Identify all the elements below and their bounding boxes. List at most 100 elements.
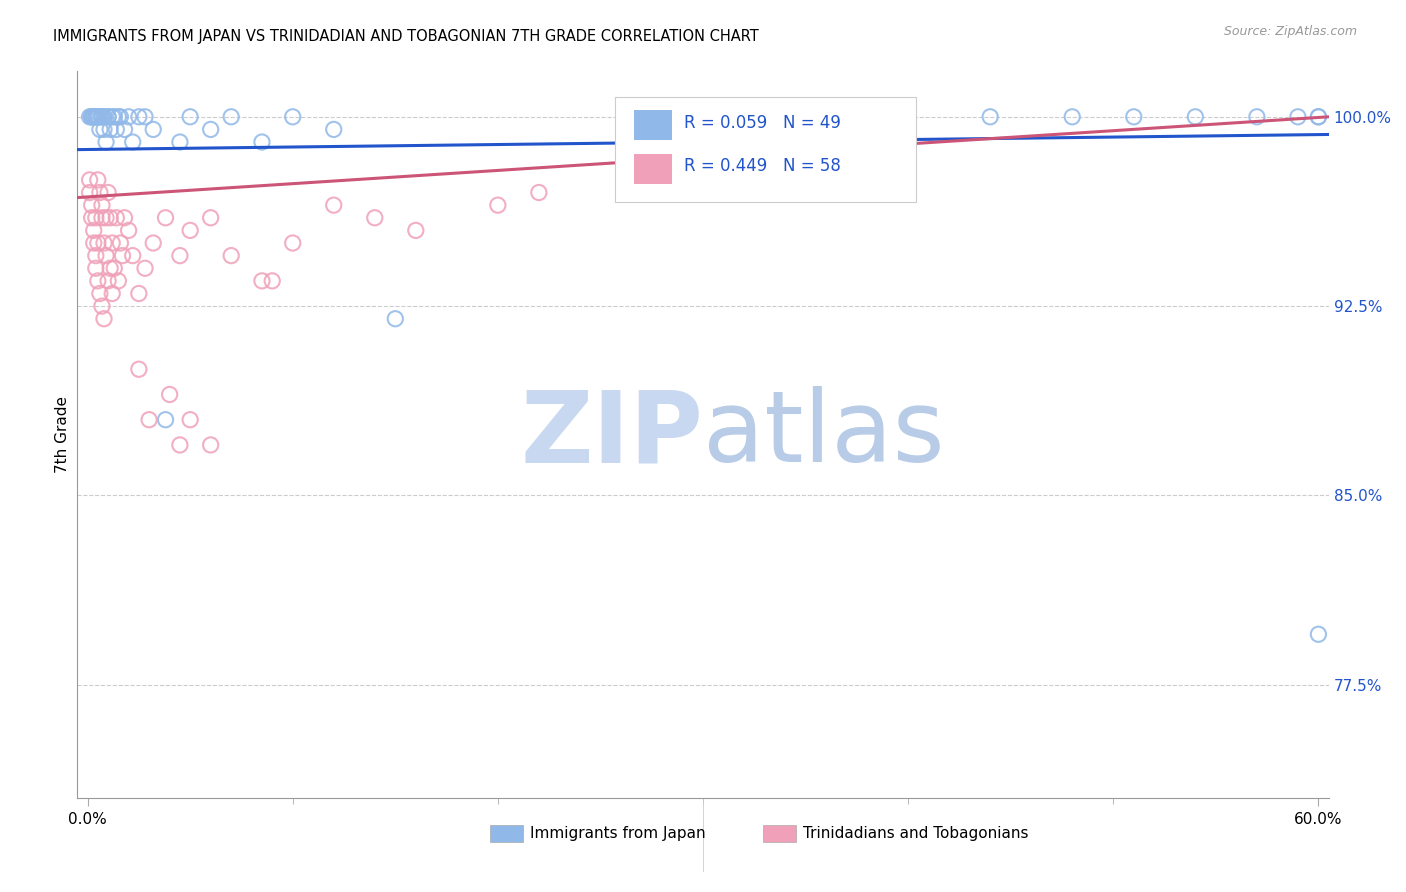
Point	[93, 235, 115, 250]
Point	[91, 110, 114, 124]
Point	[856, 186, 879, 200]
Point	[91, 299, 114, 313]
Bar	[634, 153, 672, 184]
Point	[107, 274, 129, 288]
Point	[87, 110, 110, 124]
Text: ZIP: ZIP	[520, 386, 703, 483]
Point	[384, 311, 406, 326]
Point	[93, 110, 115, 124]
Point	[1308, 110, 1330, 124]
Point	[200, 122, 222, 136]
Point	[200, 438, 222, 452]
Point	[93, 311, 115, 326]
Point	[97, 110, 120, 124]
Point	[1122, 110, 1144, 124]
Point	[364, 211, 387, 225]
Point	[97, 186, 120, 200]
Point	[169, 135, 191, 149]
Point	[93, 122, 115, 136]
Point	[322, 198, 344, 212]
Point	[94, 211, 117, 225]
Y-axis label: 7th Grade: 7th Grade	[55, 396, 70, 474]
Point	[98, 122, 121, 136]
Point	[169, 438, 191, 452]
Point	[128, 110, 150, 124]
Point	[80, 198, 103, 212]
Point	[1184, 110, 1206, 124]
Point	[134, 110, 156, 124]
Point	[128, 362, 150, 376]
Point	[155, 211, 177, 225]
Point	[87, 235, 110, 250]
Point	[97, 274, 120, 288]
Point	[114, 211, 136, 225]
Point	[79, 186, 101, 200]
Point	[89, 110, 111, 124]
Point	[91, 198, 114, 212]
Point	[159, 387, 181, 401]
Point	[83, 223, 105, 237]
Point	[405, 223, 427, 237]
Point	[142, 122, 165, 136]
Point	[87, 173, 110, 187]
Point	[219, 249, 242, 263]
Point	[1062, 110, 1084, 124]
Point	[486, 198, 509, 212]
Point	[219, 110, 242, 124]
Point	[84, 249, 107, 263]
Point	[103, 110, 125, 124]
Point	[80, 211, 103, 225]
Point	[114, 122, 136, 136]
Point	[101, 286, 124, 301]
Text: Trinidadians and Tobagonians: Trinidadians and Tobagonians	[803, 826, 1029, 841]
Point	[121, 249, 143, 263]
Text: atlas: atlas	[703, 386, 945, 483]
Text: Immigrants from Japan: Immigrants from Japan	[530, 826, 706, 841]
Point	[83, 110, 105, 124]
Point	[179, 223, 201, 237]
Point	[97, 110, 120, 124]
Point	[155, 413, 177, 427]
Point	[103, 261, 125, 276]
Point	[79, 173, 101, 187]
Bar	[491, 824, 523, 842]
Point	[89, 122, 111, 136]
Point	[83, 110, 105, 124]
Point	[200, 211, 222, 225]
Point	[262, 274, 284, 288]
FancyBboxPatch shape	[616, 97, 915, 202]
Point	[121, 135, 143, 149]
Point	[84, 211, 107, 225]
Point	[84, 110, 107, 124]
Point	[1308, 110, 1330, 124]
Point	[138, 413, 160, 427]
Point	[105, 122, 128, 136]
Point	[117, 110, 139, 124]
Point	[134, 261, 156, 276]
Point	[89, 286, 111, 301]
Point	[91, 211, 114, 225]
Point	[101, 235, 124, 250]
Point	[169, 249, 191, 263]
Point	[179, 110, 201, 124]
Bar	[763, 824, 796, 842]
Text: R = 0.449   N = 58: R = 0.449 N = 58	[685, 157, 841, 175]
Point	[98, 211, 121, 225]
Point	[1246, 110, 1268, 124]
Point	[84, 110, 107, 124]
Point	[94, 135, 117, 149]
Text: Source: ZipAtlas.com: Source: ZipAtlas.com	[1223, 25, 1357, 38]
Point	[179, 413, 201, 427]
Point	[117, 223, 139, 237]
Point	[111, 249, 134, 263]
Point	[110, 110, 132, 124]
Point	[87, 110, 110, 124]
Point	[83, 235, 105, 250]
Point	[91, 110, 114, 124]
Point	[110, 235, 132, 250]
Point	[1308, 627, 1330, 641]
Point	[142, 235, 165, 250]
Point	[281, 235, 304, 250]
Point	[856, 110, 879, 124]
Point	[281, 110, 304, 124]
